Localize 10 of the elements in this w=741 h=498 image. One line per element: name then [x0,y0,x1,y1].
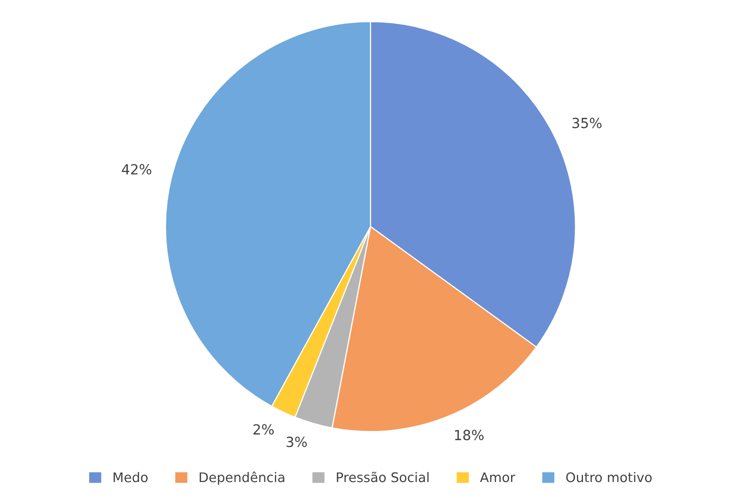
data-label: 18% [455,430,484,440]
legend-label: Medo [114,472,148,482]
data-label: 3% [286,436,307,448]
data-label: 35% [572,118,602,128]
legend-label: Pressão Social [336,472,429,482]
legend-label: Dependência [200,472,284,485]
legend-label: Outro motivo [566,472,652,482]
data-label: 42% [122,164,152,175]
data-label: 2% [253,424,274,435]
legend-label: Amor [480,472,516,482]
